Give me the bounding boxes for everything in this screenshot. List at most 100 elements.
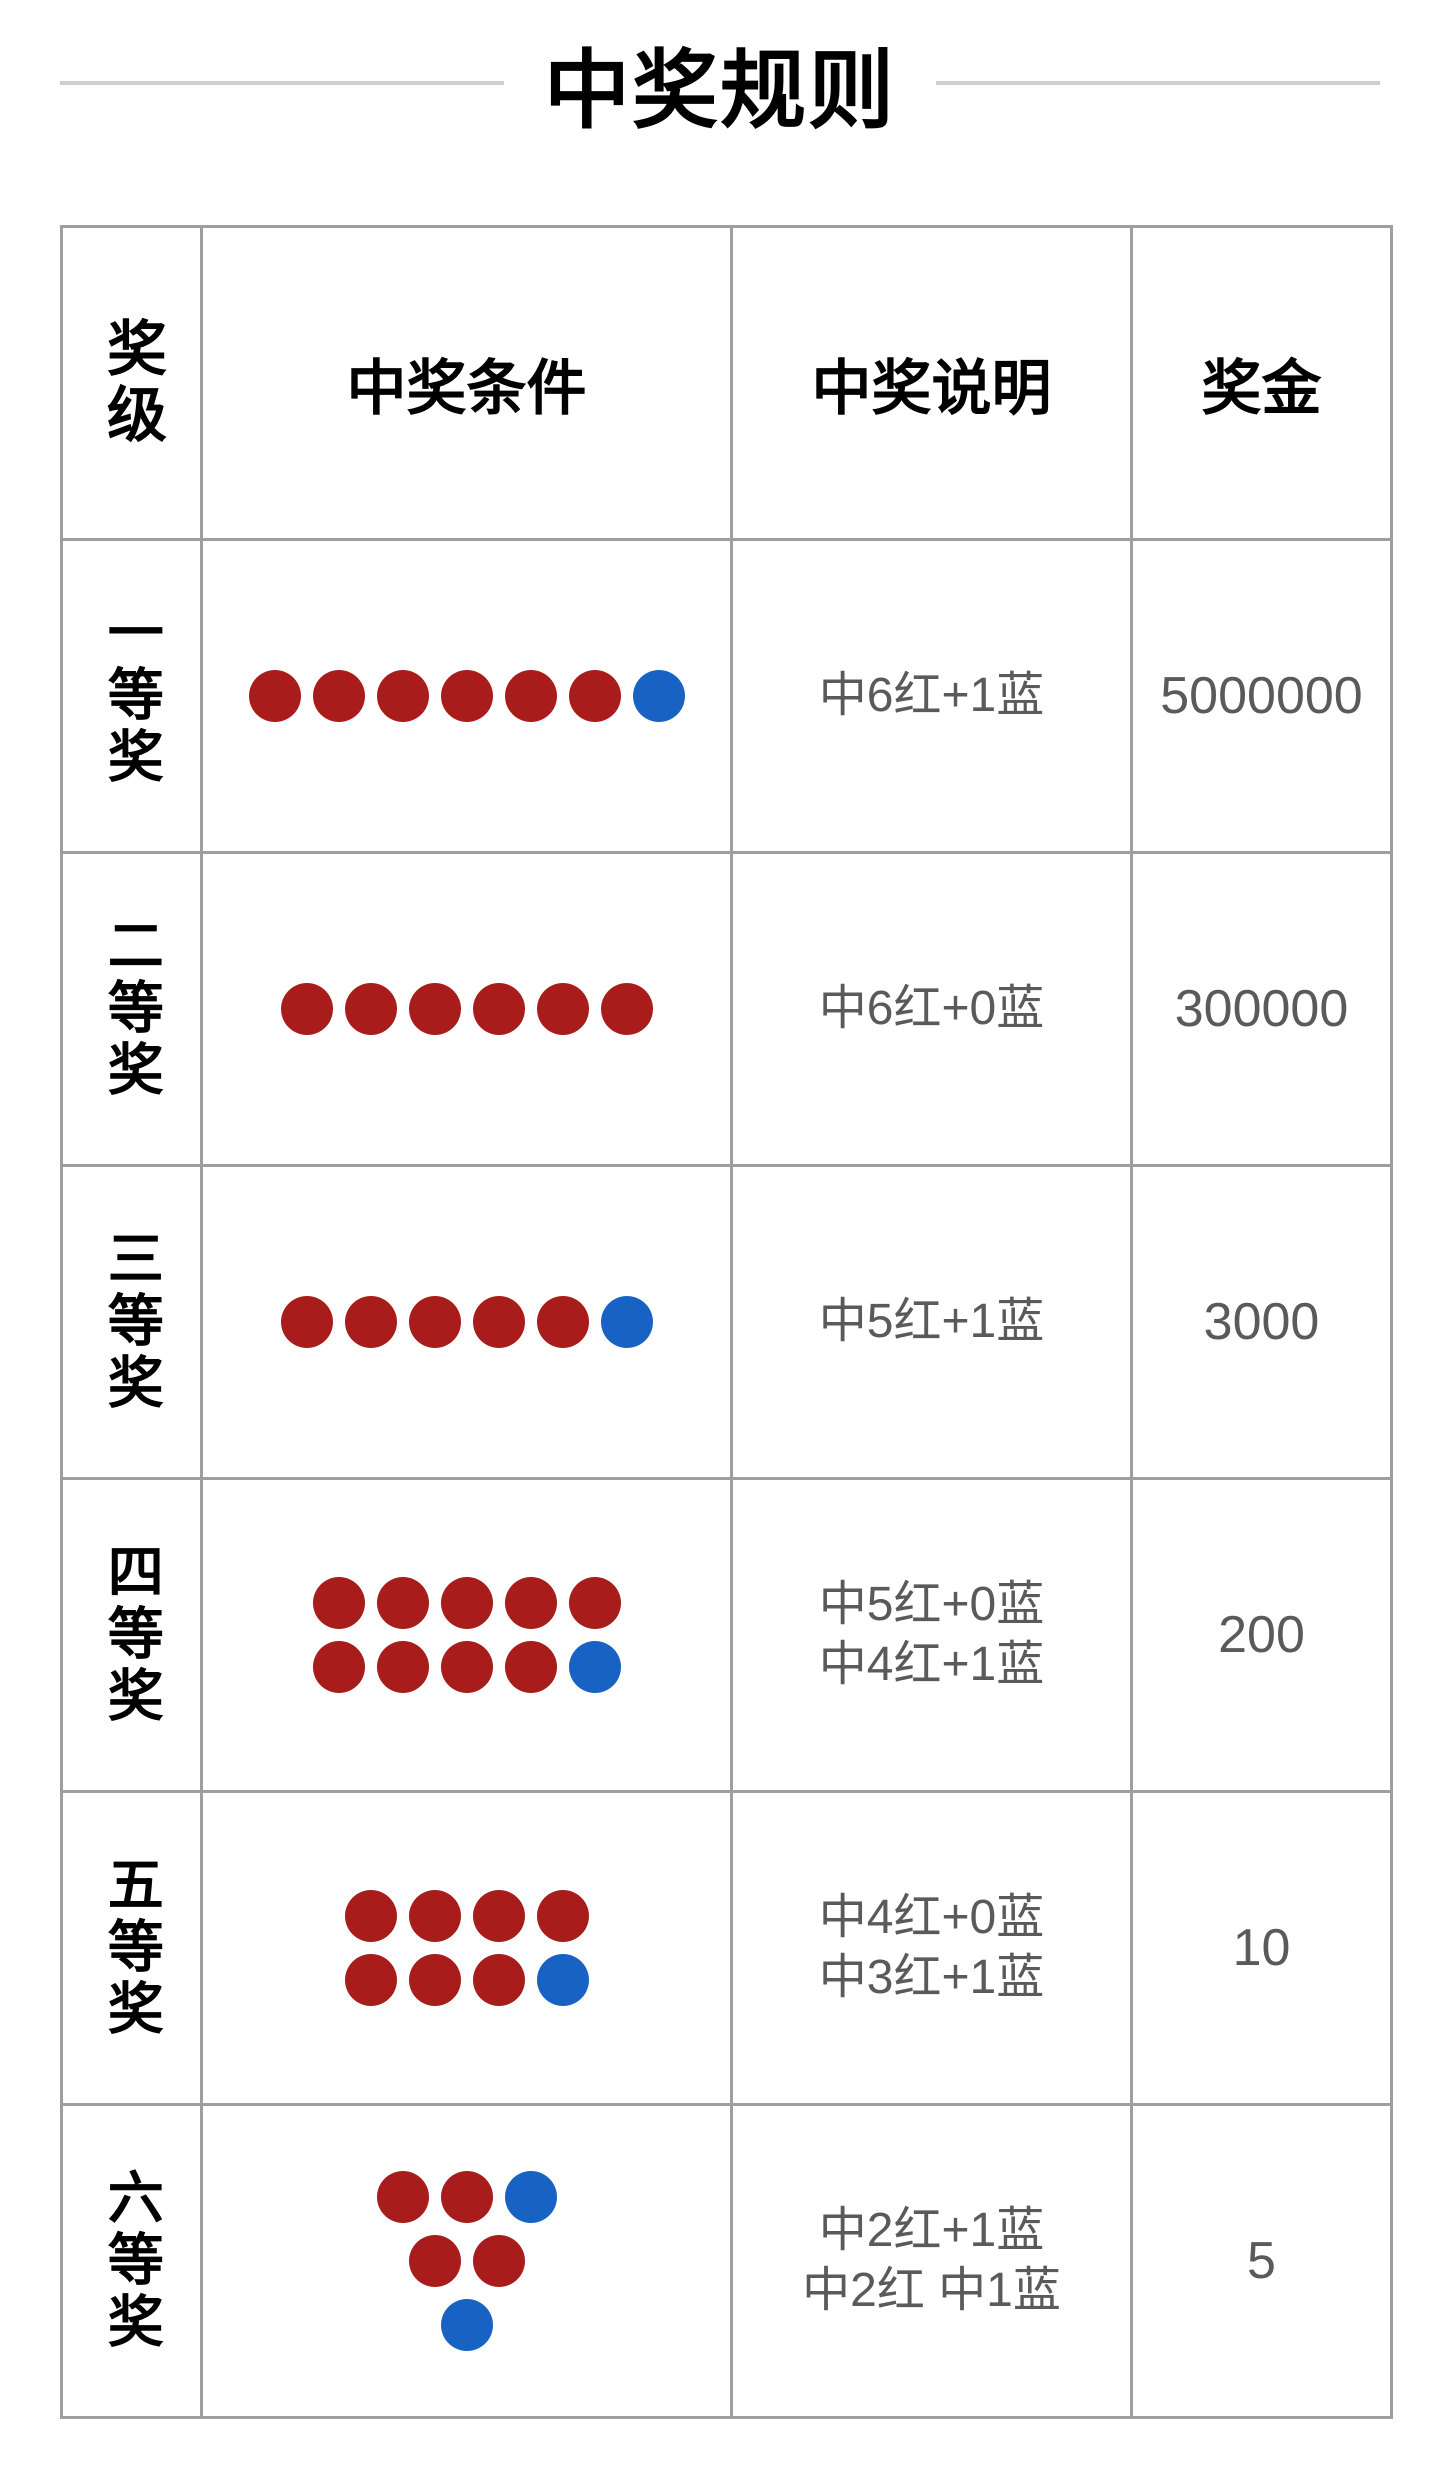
table-row: 二等奖中6红+0蓝300000 [62,853,1392,1166]
ball-grid [213,1296,720,1348]
prize-description-line: 中6红+1蓝 [743,666,1120,726]
table-row: 六等奖 中2红+1蓝中2红 中1蓝5 [62,2105,1392,2418]
prize-description-line: 中3红+1蓝 [743,1948,1120,2008]
prize-description: 中5红+0蓝中4红+1蓝 [732,1479,1132,1792]
prize-description: 中6红+0蓝 [732,853,1132,1166]
red-ball-icon [537,1296,589,1348]
red-ball-icon [345,1890,397,1942]
prize-level: 一等奖 [62,540,202,853]
red-ball-icon [537,1890,589,1942]
red-ball-icon [569,670,621,722]
red-ball-icon [537,983,589,1035]
ball-row [313,1577,621,1629]
prize-level: 五等奖 [62,1792,202,2105]
prize-level: 三等奖 [62,1166,202,1479]
page-title-bar: 中奖规则 [0,0,1440,145]
ball-grid [213,670,720,722]
red-ball-icon [313,670,365,722]
ball-row [345,1954,589,2006]
red-ball-icon [281,1296,333,1348]
blue-ball-icon [569,1641,621,1693]
table-row: 四等奖 中5红+0蓝中4红+1蓝200 [62,1479,1392,1792]
blue-ball-icon [601,1296,653,1348]
red-ball-icon [473,1954,525,2006]
red-ball-icon [409,1296,461,1348]
prize-description: 中4红+0蓝中3红+1蓝 [732,1792,1132,2105]
red-ball-icon [409,2235,461,2287]
ball-row [441,2299,493,2351]
title-rule-left [60,81,504,85]
ball-row [313,1641,621,1693]
ball-grid [213,1890,720,2006]
table-row: 三等奖 中5红+1蓝3000 [62,1166,1392,1479]
prize-amount: 5 [1132,2105,1392,2418]
prize-condition [202,1166,732,1479]
prize-level: 六等奖 [62,2105,202,2418]
prize-description-line: 中5红+1蓝 [743,1292,1120,1352]
ball-grid [213,983,720,1035]
prize-description: 中6红+1蓝 [732,540,1132,853]
red-ball-icon [473,1296,525,1348]
blue-ball-icon [441,2299,493,2351]
red-ball-icon [409,983,461,1035]
red-ball-icon [441,1577,493,1629]
col-header-amount: 奖金 [1132,227,1392,540]
prize-level: 四等奖 [62,1479,202,1792]
col-header-condition: 中奖条件 [202,227,732,540]
prize-description-line: 中2红+1蓝 [743,2201,1120,2261]
prize-description-line: 中4红+0蓝 [743,1888,1120,1948]
ball-row [249,670,685,722]
rules-table: 奖级 中奖条件 中奖说明 奖金 一等奖 中6红+1蓝5000000二等奖中6红+0… [60,225,1393,2419]
red-ball-icon [473,1890,525,1942]
blue-ball-icon [505,2171,557,2223]
red-ball-icon [345,1954,397,2006]
table-row: 一等奖 中6红+1蓝5000000 [62,540,1392,853]
red-ball-icon [377,2171,429,2223]
red-ball-icon [377,670,429,722]
prize-condition [202,1479,732,1792]
ball-row [281,1296,653,1348]
rules-table-container: 奖级 中奖条件 中奖说明 奖金 一等奖 中6红+1蓝5000000二等奖中6红+0… [0,145,1440,2479]
red-ball-icon [409,1890,461,1942]
red-ball-icon [281,983,333,1035]
blue-ball-icon [633,670,685,722]
red-ball-icon [441,670,493,722]
prize-condition [202,2105,732,2418]
ball-row [281,983,653,1035]
prize-amount: 200 [1132,1479,1392,1792]
prize-amount: 5000000 [1132,540,1392,853]
red-ball-icon [409,1954,461,2006]
prize-description-line: 中6红+0蓝 [743,979,1120,1039]
red-ball-icon [505,1577,557,1629]
prize-description: 中5红+1蓝 [732,1166,1132,1479]
table-header-row: 奖级 中奖条件 中奖说明 奖金 [62,227,1392,540]
ball-row [345,1890,589,1942]
red-ball-icon [377,1577,429,1629]
col-header-level: 奖级 [62,227,202,540]
red-ball-icon [505,670,557,722]
page-title: 中奖规则 [544,20,896,145]
prize-condition [202,1792,732,2105]
red-ball-icon [473,983,525,1035]
prize-description-line: 中5红+0蓝 [743,1575,1120,1635]
ball-grid [213,1577,720,1693]
red-ball-icon [313,1577,365,1629]
red-ball-icon [505,1641,557,1693]
prize-amount: 10 [1132,1792,1392,2105]
red-ball-icon [441,2171,493,2223]
red-ball-icon [345,983,397,1035]
table-row: 五等奖 中4红+0蓝中3红+1蓝10 [62,1792,1392,2105]
prize-amount: 3000 [1132,1166,1392,1479]
red-ball-icon [249,670,301,722]
prize-description: 中2红+1蓝中2红 中1蓝 [732,2105,1132,2418]
ball-grid [213,2171,720,2351]
red-ball-icon [441,1641,493,1693]
prize-amount: 300000 [1132,853,1392,1166]
red-ball-icon [313,1641,365,1693]
red-ball-icon [345,1296,397,1348]
prize-condition [202,540,732,853]
red-ball-icon [601,983,653,1035]
red-ball-icon [377,1641,429,1693]
prize-description-line: 中2红 中1蓝 [743,2261,1120,2321]
red-ball-icon [473,2235,525,2287]
